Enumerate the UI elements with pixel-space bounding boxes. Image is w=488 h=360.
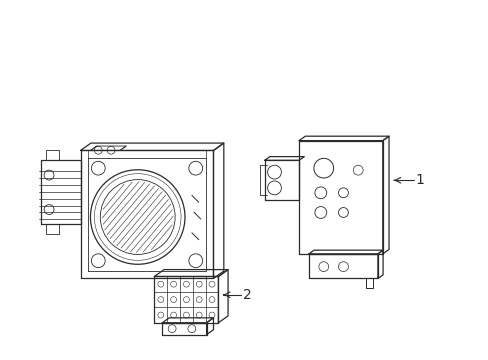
Text: 1: 1 [415, 173, 424, 187]
Text: 2: 2 [243, 288, 251, 302]
